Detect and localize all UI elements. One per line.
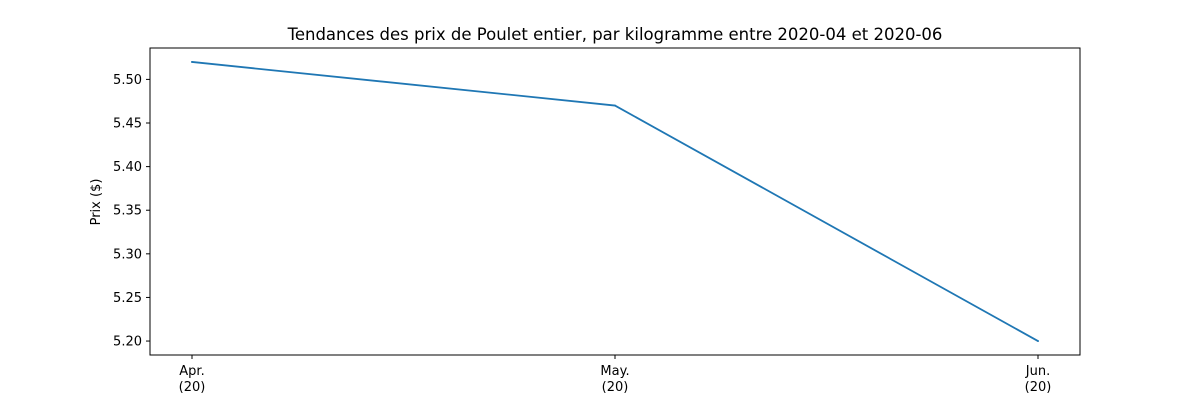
data-point (614, 104, 616, 107)
x-tick-sublabel: (20) (602, 380, 629, 395)
plot-frame (149, 47, 1081, 356)
x-tick-label: May. (600, 364, 629, 379)
y-axis: 5.20 5.25 5.30 5.35 5.40 5.45 5.50 (113, 73, 150, 350)
x-tick-sublabel: (20) (1025, 380, 1052, 395)
y-tick-label: 5.35 (113, 204, 142, 219)
series-line (191, 61, 1039, 342)
y-tick-label: 5.30 (113, 247, 142, 262)
y-axis-label: Prix ($) (89, 179, 104, 226)
chart-title: Tendances des prix de Poulet entier, par… (287, 25, 943, 44)
y-tick-label: 5.20 (113, 335, 142, 350)
data-point (191, 61, 193, 63)
x-tick-label: Apr. (179, 364, 204, 379)
data-point (1037, 340, 1039, 342)
y-tick-label: 5.45 (113, 117, 142, 132)
x-axis: Apr.(20)May.(20)Jun.(20) (179, 355, 1052, 395)
x-tick-sublabel: (20) (179, 380, 206, 395)
y-tick-label: 5.40 (113, 160, 142, 175)
x-tick-label: Jun. (1025, 364, 1050, 379)
y-tick-label: 5.50 (113, 73, 142, 88)
series-layer (191, 61, 1039, 342)
y-tick-label: 5.25 (113, 291, 142, 306)
